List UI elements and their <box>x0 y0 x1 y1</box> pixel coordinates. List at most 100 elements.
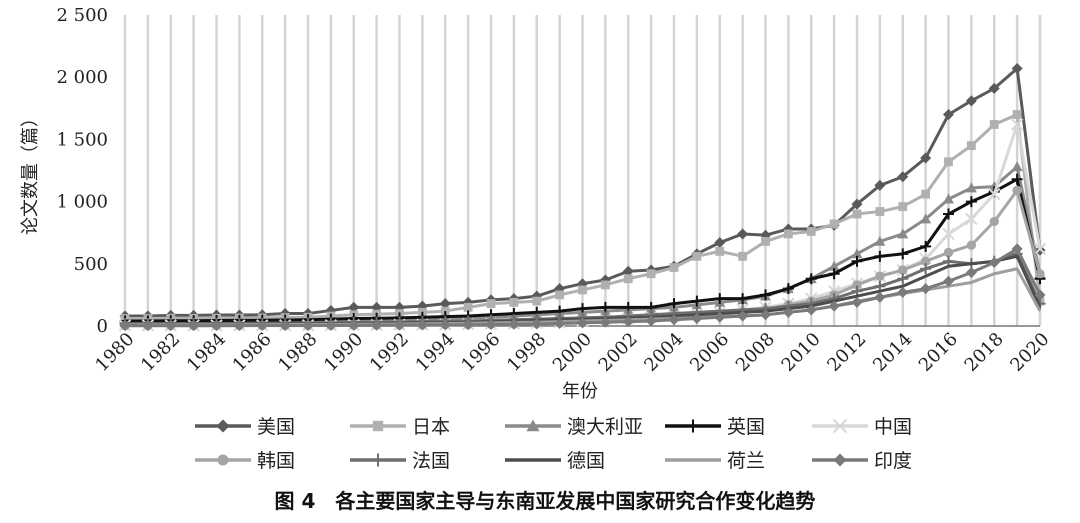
data-point <box>805 304 817 316</box>
data-point <box>279 320 291 332</box>
data-point <box>668 314 680 326</box>
data-point <box>646 269 656 279</box>
data-point <box>440 306 450 316</box>
data-point <box>1012 185 1022 196</box>
data-point <box>509 297 519 307</box>
data-point <box>715 246 725 256</box>
legend-item: 荷兰 <box>665 450 765 472</box>
data-point <box>325 319 337 331</box>
data-point <box>761 237 770 246</box>
x-tick-label: 1986 <box>229 329 276 376</box>
data-point <box>920 240 932 252</box>
legend-item: 德国 <box>505 450 605 472</box>
data-point <box>920 263 932 275</box>
data-point <box>668 298 680 310</box>
data-point <box>965 196 977 208</box>
data-point <box>965 212 978 226</box>
data-point <box>806 227 816 236</box>
data-point <box>669 263 679 272</box>
data-point <box>829 219 839 229</box>
data-point <box>714 293 726 305</box>
x-tick-label: 2006 <box>686 329 733 376</box>
y-tick-label: 2 000 <box>56 67 108 88</box>
data-point <box>852 209 862 219</box>
data-point <box>348 301 360 313</box>
data-point <box>988 187 1001 201</box>
data-point <box>828 300 840 312</box>
data-point <box>897 248 909 260</box>
y-tick-label: 1 500 <box>56 129 108 150</box>
series-10 <box>119 243 1046 332</box>
data-point <box>782 283 794 295</box>
legend-item: 英国 <box>665 416 765 438</box>
data-point <box>532 296 542 306</box>
legend-label: 荷兰 <box>727 450 765 472</box>
data-point <box>989 120 999 129</box>
data-point <box>486 299 496 309</box>
legend-label: 中国 <box>874 416 912 438</box>
data-point <box>966 240 977 250</box>
data-point <box>737 310 749 322</box>
x-tick-label: 2016 <box>915 329 962 376</box>
data-point <box>439 298 451 310</box>
data-point <box>965 95 977 107</box>
data-point <box>216 419 230 433</box>
x-tick-label: 2014 <box>869 329 916 376</box>
data-point <box>805 273 817 285</box>
data-point <box>897 228 909 239</box>
x-tick-labels: 1980198219841986198819901992199419961998… <box>91 329 1053 376</box>
data-point <box>965 267 977 279</box>
data-point <box>302 320 314 332</box>
data-point <box>920 283 932 295</box>
y-tick-label: 1 000 <box>56 192 108 213</box>
data-point <box>875 271 885 281</box>
data-point <box>256 320 268 332</box>
x-tick-label: 2008 <box>732 329 779 376</box>
data-point <box>416 319 428 331</box>
data-point <box>600 280 610 290</box>
data-point <box>622 265 634 277</box>
data-point <box>554 318 566 330</box>
legend-label: 韩国 <box>257 450 295 472</box>
data-point <box>623 274 633 284</box>
legend-label: 日本 <box>412 416 450 438</box>
data-point <box>691 313 703 325</box>
data-point <box>737 228 749 240</box>
data-point <box>165 320 177 332</box>
x-tick-label: 1994 <box>412 329 459 376</box>
data-point <box>599 301 611 313</box>
data-point <box>233 320 245 332</box>
data-point <box>943 109 954 121</box>
y-axis-title: 论文数量（篇） <box>20 109 41 235</box>
legend-item: 美国 <box>195 416 295 438</box>
data-point <box>1011 173 1023 185</box>
data-point <box>828 260 840 271</box>
data-point <box>897 171 909 183</box>
y-tick-label: 0 <box>97 316 108 337</box>
data-point <box>1033 242 1047 256</box>
data-point <box>828 268 840 280</box>
data-point <box>1034 289 1046 301</box>
data-point <box>1035 269 1045 279</box>
legend-item: 日本 <box>350 416 450 438</box>
data-point <box>1011 161 1023 172</box>
data-point <box>989 216 999 227</box>
data-point <box>760 289 771 301</box>
data-point <box>851 296 863 308</box>
y-tick-label: 500 <box>74 254 108 275</box>
data-point <box>832 418 848 434</box>
data-point <box>1011 62 1023 74</box>
x-tick-label: 1988 <box>274 329 321 376</box>
data-point <box>531 318 543 330</box>
data-point <box>943 247 954 258</box>
data-point <box>783 229 793 239</box>
legend-label: 英国 <box>727 416 765 438</box>
x-tick-label: 1992 <box>366 329 413 376</box>
data-point <box>737 293 749 305</box>
data-point <box>188 320 200 332</box>
data-point <box>394 319 405 331</box>
legend-item: 法国 <box>350 450 450 472</box>
data-point <box>526 419 540 432</box>
